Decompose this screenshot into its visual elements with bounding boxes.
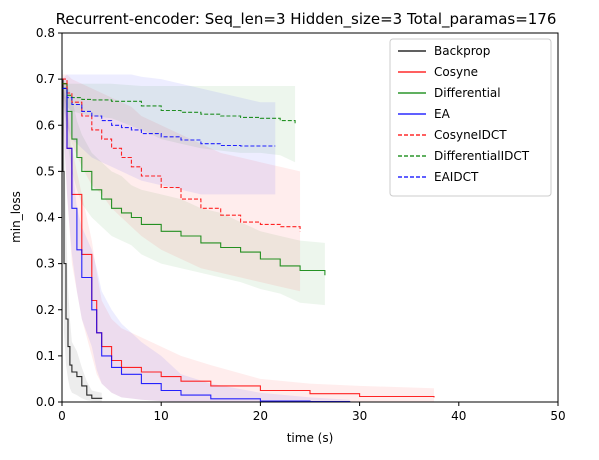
legend-label-cosyneidct: CosyneIDCT xyxy=(434,128,507,142)
x-axis-label: time (s) xyxy=(287,431,334,445)
y-tick-label: 0.7 xyxy=(36,72,55,86)
legend-label-cosyne: Cosyne xyxy=(434,65,478,79)
legend-label-differential: Differential xyxy=(434,86,501,100)
series-lines xyxy=(62,78,435,403)
y-tick-label: 0.5 xyxy=(36,164,55,178)
band-differential xyxy=(62,79,325,306)
legend-label-backprop: Backprop xyxy=(434,44,490,58)
x-tick-label: 30 xyxy=(352,409,367,423)
legend-label-differentialidct: DifferentialIDCT xyxy=(434,149,530,163)
y-tick-label: 0.4 xyxy=(36,211,55,225)
line-eaidct xyxy=(62,87,276,147)
y-tick-label: 0.3 xyxy=(36,257,55,271)
x-tick-label: 0 xyxy=(58,409,66,423)
legend: Backprop Cosyne Differential EA CosyneIDCT Di… xyxy=(389,38,552,197)
line-backprop xyxy=(62,78,103,399)
y-tick-label: 0.0 xyxy=(36,395,55,409)
x-tick-label: 50 xyxy=(550,409,565,423)
legend-label-eaidct: EAIDCT xyxy=(434,170,479,184)
line-differential xyxy=(62,83,326,276)
band-cosyneidct xyxy=(62,74,301,292)
chart-title: Recurrent-encoder: Seq_len=3 Hidden_size… xyxy=(56,10,557,29)
y-tick-label: 0.6 xyxy=(36,118,55,132)
band-eaidct xyxy=(62,74,276,195)
x-tick-label: 40 xyxy=(451,409,466,423)
band-differentialidct xyxy=(62,83,296,163)
y-tick-label: 0.8 xyxy=(36,26,55,40)
line-differentialidct xyxy=(62,87,296,124)
legend-box xyxy=(389,38,552,197)
x-tick-label: 20 xyxy=(253,409,268,423)
line-ea xyxy=(62,87,351,403)
y-axis-ticks: 0.0 0.1 0.2 0.3 0.4 0.5 0.6 0.7 0.8 xyxy=(36,26,62,409)
x-axis-ticks: 0 10 20 30 40 50 xyxy=(58,402,566,423)
band-cosyne xyxy=(62,79,434,402)
x-tick-label: 10 xyxy=(154,409,169,423)
y-axis-label: min_loss xyxy=(9,191,23,243)
confidence-bands xyxy=(62,69,434,402)
y-tick-label: 0.2 xyxy=(36,303,55,317)
y-tick-label: 0.1 xyxy=(36,349,55,363)
legend-label-ea: EA xyxy=(434,107,451,121)
